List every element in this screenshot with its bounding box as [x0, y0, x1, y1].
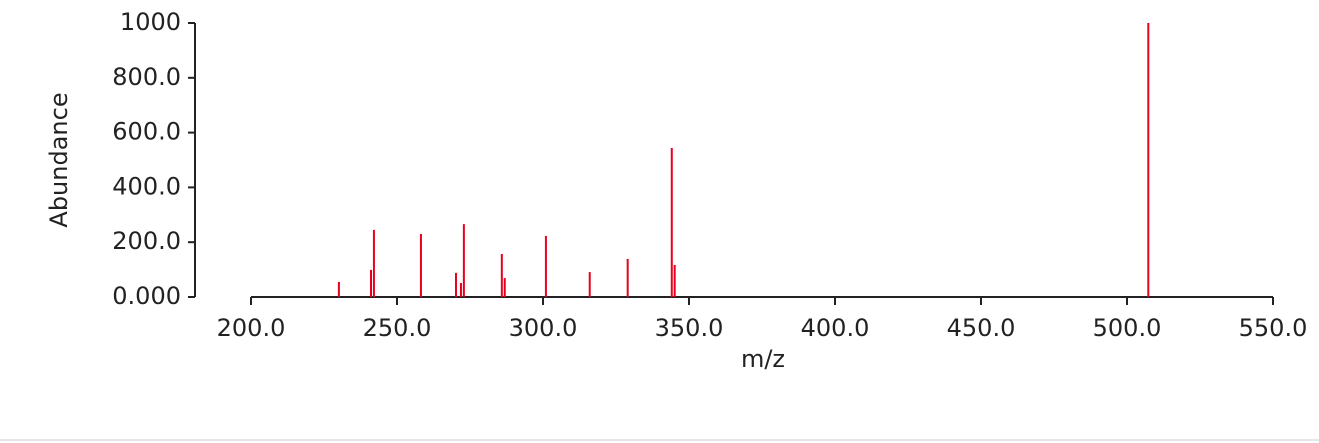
y-tick-label: 200.0: [112, 227, 181, 255]
x-tick-label: 550.0: [1239, 314, 1308, 342]
x-axis-label: m/z: [741, 345, 785, 373]
x-tick-label: 300.0: [509, 314, 578, 342]
x-tick-label: 400.0: [801, 314, 870, 342]
y-tick-label: 0.000: [112, 282, 181, 310]
x-tick-label: 500.0: [1093, 314, 1162, 342]
y-tick-label: 800.0: [112, 63, 181, 91]
y-tick-label: 600.0: [112, 118, 181, 146]
x-tick-label: 250.0: [363, 314, 432, 342]
x-tick-label: 450.0: [947, 314, 1016, 342]
y-tick-label: 400.0: [112, 172, 181, 200]
x-tick-label: 200.0: [217, 314, 286, 342]
y-axis-label: Abundance: [45, 92, 73, 227]
y-tick-label: 1000: [120, 8, 181, 36]
x-tick-label: 350.0: [655, 314, 724, 342]
